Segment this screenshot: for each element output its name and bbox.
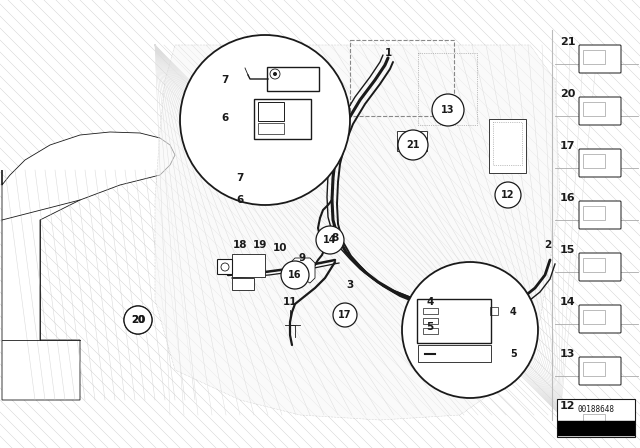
- Text: 15: 15: [560, 245, 575, 255]
- Text: 18: 18: [233, 240, 247, 250]
- Text: 10: 10: [273, 243, 287, 253]
- Text: 19: 19: [253, 240, 267, 250]
- FancyBboxPatch shape: [417, 345, 490, 362]
- Text: 12: 12: [501, 190, 515, 200]
- FancyBboxPatch shape: [579, 253, 621, 281]
- FancyBboxPatch shape: [267, 67, 319, 91]
- Polygon shape: [2, 132, 175, 400]
- Text: 20: 20: [131, 315, 145, 325]
- Text: 2: 2: [545, 240, 552, 250]
- FancyBboxPatch shape: [397, 131, 427, 151]
- Circle shape: [281, 261, 309, 289]
- Text: 17: 17: [339, 310, 352, 320]
- Text: 6: 6: [221, 113, 228, 123]
- FancyBboxPatch shape: [254, 99, 311, 139]
- Text: 4: 4: [510, 307, 516, 317]
- Circle shape: [402, 262, 538, 398]
- FancyBboxPatch shape: [579, 201, 621, 229]
- Text: 00188648: 00188648: [577, 405, 614, 414]
- Text: 14: 14: [560, 297, 575, 307]
- Text: 16: 16: [560, 193, 575, 203]
- Circle shape: [273, 72, 277, 76]
- Text: 5: 5: [426, 322, 434, 332]
- Circle shape: [432, 94, 464, 126]
- Circle shape: [333, 303, 357, 327]
- Text: 4: 4: [426, 297, 434, 307]
- FancyBboxPatch shape: [232, 278, 254, 290]
- FancyBboxPatch shape: [579, 357, 621, 385]
- Text: 11: 11: [283, 297, 297, 307]
- Text: 13: 13: [441, 105, 455, 115]
- Text: 12: 12: [560, 401, 575, 411]
- FancyBboxPatch shape: [579, 409, 621, 437]
- Circle shape: [180, 35, 350, 205]
- FancyBboxPatch shape: [232, 254, 264, 277]
- Circle shape: [316, 226, 344, 254]
- Text: 7: 7: [236, 173, 244, 183]
- Text: 5: 5: [510, 349, 516, 359]
- Text: 21: 21: [560, 37, 575, 47]
- Text: 21: 21: [406, 140, 420, 150]
- Text: 16: 16: [288, 270, 301, 280]
- FancyBboxPatch shape: [579, 45, 621, 73]
- Circle shape: [495, 182, 521, 208]
- FancyBboxPatch shape: [579, 305, 621, 333]
- Text: 7: 7: [221, 75, 228, 85]
- FancyBboxPatch shape: [579, 149, 621, 177]
- Polygon shape: [288, 258, 315, 283]
- Text: 17: 17: [560, 141, 575, 151]
- Text: 20: 20: [131, 315, 145, 325]
- FancyBboxPatch shape: [218, 259, 232, 275]
- FancyBboxPatch shape: [557, 399, 635, 437]
- Text: 6: 6: [236, 195, 244, 205]
- Text: 14: 14: [323, 235, 337, 245]
- FancyBboxPatch shape: [557, 422, 634, 436]
- FancyBboxPatch shape: [489, 119, 526, 173]
- Text: 8: 8: [332, 233, 339, 243]
- FancyBboxPatch shape: [579, 97, 621, 125]
- Text: 20: 20: [560, 89, 575, 99]
- Text: 1: 1: [385, 48, 392, 58]
- FancyBboxPatch shape: [417, 299, 491, 343]
- Text: 3: 3: [346, 280, 354, 290]
- Text: 13: 13: [560, 349, 575, 359]
- Text: 9: 9: [298, 253, 305, 263]
- Circle shape: [398, 130, 428, 160]
- Polygon shape: [155, 45, 560, 420]
- Circle shape: [124, 306, 152, 334]
- Circle shape: [124, 306, 152, 334]
